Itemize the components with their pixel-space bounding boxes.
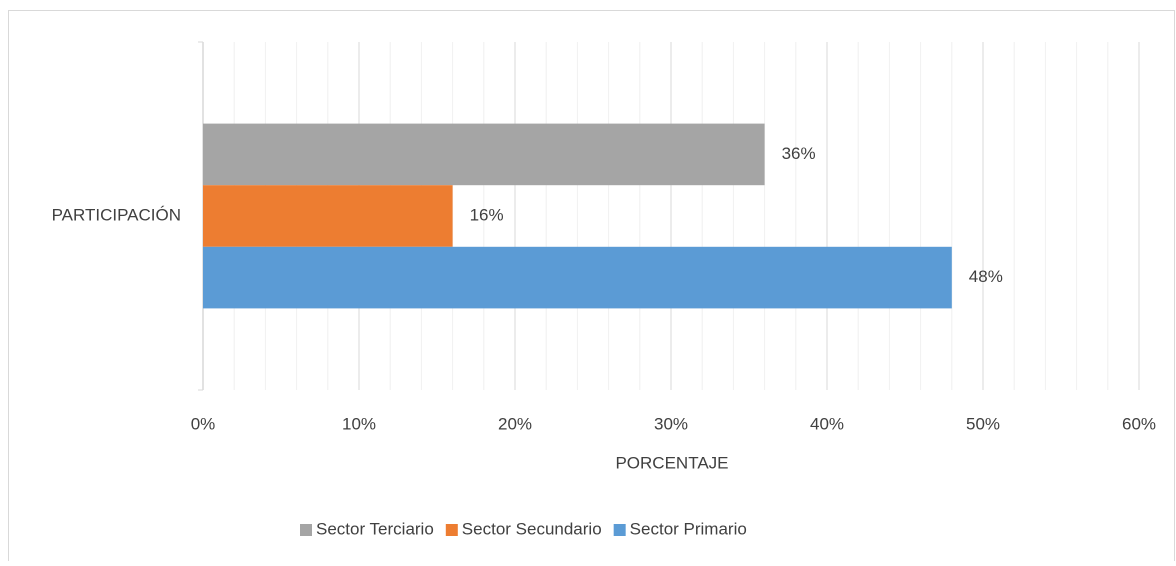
- legend-swatch: [300, 524, 312, 536]
- x-tick-label: 10%: [342, 414, 376, 433]
- bar: [203, 123, 765, 186]
- x-tick-label: 40%: [810, 414, 844, 433]
- legend-swatch: [445, 524, 458, 536]
- x-tick-label: 50%: [966, 414, 1000, 433]
- x-tick-label: 60%: [1122, 414, 1156, 433]
- x-tick-label: 30%: [654, 414, 688, 433]
- x-tick-label: 0%: [191, 414, 216, 433]
- x-tick-label: 20%: [498, 414, 532, 433]
- y-tick-label: PARTICIPACIÓN: [52, 205, 181, 224]
- x-axis-title: PORCENTAJE: [615, 453, 728, 472]
- bar: [203, 185, 453, 247]
- legend-label: Sector Primario: [630, 519, 747, 538]
- data-label: 48%: [969, 267, 1003, 286]
- bar: [203, 246, 952, 309]
- legend-swatch: [613, 524, 626, 536]
- legend-label: Sector Secundario: [462, 519, 602, 538]
- data-label: 36%: [782, 144, 816, 163]
- legend-label: Sector Terciario: [316, 519, 434, 538]
- data-label: 16%: [470, 205, 504, 224]
